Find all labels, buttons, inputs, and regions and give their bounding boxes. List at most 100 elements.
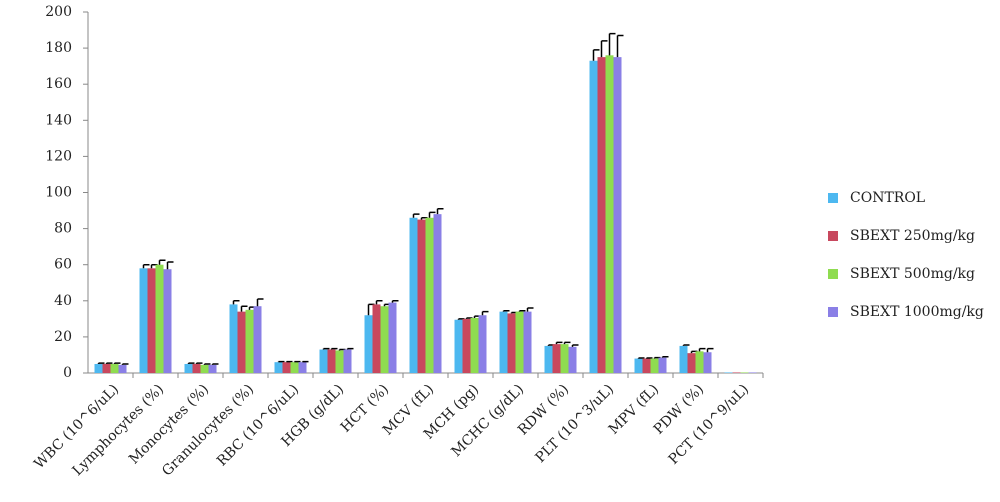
bar	[327, 349, 336, 373]
bar	[417, 219, 426, 373]
bar	[568, 346, 577, 373]
error-bar	[600, 40, 608, 58]
y-tick-label: 40	[54, 293, 72, 309]
error-bar	[682, 344, 690, 346]
error-bar	[301, 360, 309, 363]
error-bar	[121, 363, 129, 365]
bar	[102, 363, 111, 373]
bar	[470, 317, 479, 373]
error-bar	[256, 298, 264, 307]
error-bar	[232, 300, 240, 305]
error-bar	[412, 213, 420, 218]
bar	[94, 363, 103, 373]
bar	[433, 214, 442, 373]
error-bar	[113, 362, 121, 364]
error-bar	[142, 263, 150, 269]
error-bar	[166, 261, 174, 270]
error-bar	[592, 49, 600, 61]
y-tick-label: 80	[54, 221, 72, 237]
legend-label: SBEXT 1000mg/kg	[850, 304, 984, 320]
bar	[163, 269, 172, 373]
error-bar	[518, 309, 526, 312]
error-bar	[293, 360, 301, 363]
bar	[724, 372, 733, 373]
bar	[388, 302, 397, 373]
error-bar	[571, 344, 579, 347]
x-tick-label: RBC (10^6/uL)	[214, 381, 302, 469]
bar	[335, 350, 344, 373]
error-bar	[240, 305, 248, 312]
error-bar	[608, 32, 616, 56]
bar	[192, 363, 201, 373]
error-bar	[563, 341, 571, 345]
error-bar	[645, 357, 653, 359]
x-tick-label: PLT (10^3/uL)	[532, 381, 617, 466]
bar	[372, 304, 381, 373]
bar	[703, 352, 712, 373]
bar	[118, 364, 127, 373]
error-bar	[346, 347, 354, 350]
error-bar	[187, 362, 195, 364]
error-bar	[637, 357, 645, 359]
legend-label: SBEXT 250mg/kg	[850, 228, 975, 244]
legend-label: SBEXT 500mg/kg	[850, 266, 975, 282]
bar	[274, 362, 283, 373]
y-tick-label: 20	[54, 329, 72, 345]
bar	[605, 55, 614, 373]
bar	[282, 362, 291, 373]
bar	[695, 351, 704, 373]
bar	[200, 364, 209, 373]
error-bar	[502, 309, 510, 312]
error-bar	[203, 363, 211, 365]
bar	[139, 268, 148, 373]
bar	[552, 344, 561, 373]
bar	[478, 315, 487, 373]
error-bar	[195, 362, 203, 364]
bar	[298, 362, 307, 373]
bar	[740, 372, 749, 373]
error-bar	[330, 347, 338, 350]
bar	[748, 372, 757, 373]
error-bar	[277, 360, 285, 363]
error-bar	[105, 362, 113, 364]
error-bar	[211, 363, 219, 365]
bar	[253, 306, 262, 373]
bar	[634, 358, 643, 373]
bar	[732, 372, 741, 373]
x-tick-label: Monocytes (%)	[126, 381, 212, 467]
error-bar	[322, 347, 330, 350]
bar	[650, 358, 659, 373]
bar	[499, 311, 508, 373]
error-bar	[616, 34, 624, 58]
bar	[462, 318, 471, 373]
error-bar	[555, 341, 563, 345]
y-tick-label: 100	[45, 185, 72, 201]
bar	[642, 358, 651, 373]
y-tick-label: 120	[45, 148, 72, 164]
y-tick-label: 0	[63, 365, 72, 381]
bar	[425, 217, 434, 373]
legend-label: CONTROL	[850, 190, 925, 206]
bar	[319, 349, 328, 373]
bar	[290, 362, 299, 373]
y-tick-label: 200	[45, 4, 72, 20]
error-bar	[375, 300, 383, 305]
error-bar	[706, 347, 714, 353]
bar	[147, 268, 156, 373]
bar	[597, 57, 606, 373]
bar	[184, 363, 193, 373]
error-bar	[97, 362, 105, 364]
bar	[515, 311, 524, 373]
bar	[343, 349, 352, 373]
y-tick-label: 180	[45, 40, 72, 56]
bar	[658, 357, 667, 373]
bar	[560, 344, 569, 373]
bar	[544, 345, 553, 373]
error-bar	[428, 211, 436, 218]
y-tick-label: 160	[45, 76, 72, 92]
x-tick-label: WBC (10^6/uL)	[31, 381, 122, 472]
y-tick-label: 60	[54, 257, 72, 273]
error-bar	[158, 259, 166, 265]
bar	[589, 60, 598, 374]
